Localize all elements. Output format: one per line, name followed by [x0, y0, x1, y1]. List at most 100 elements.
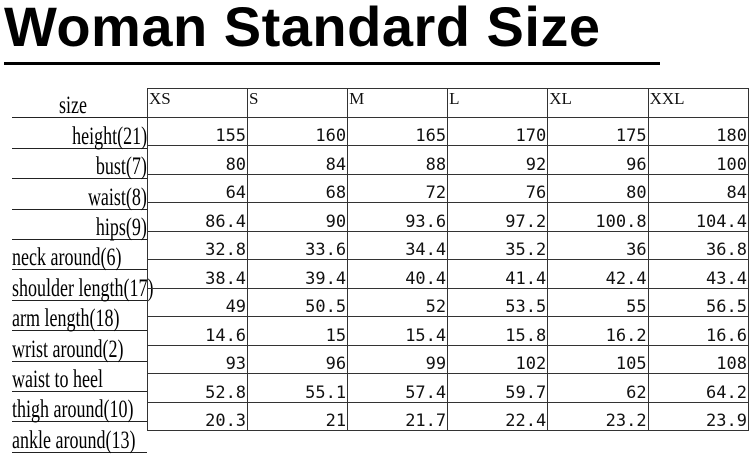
- table-cell: 42.4: [547, 259, 649, 289]
- table-cell: 155: [146, 116, 249, 146]
- table-cell: 86.4: [146, 202, 249, 232]
- size-header: M: [347, 88, 449, 118]
- page-title: Woman Standard Size: [4, 0, 601, 58]
- row-label: hips(9): [12, 210, 147, 241]
- table-cell: 34.4: [347, 230, 449, 260]
- row-label-text: waist to heel: [12, 365, 103, 393]
- title-underline: [4, 62, 660, 65]
- table-cell: 96: [247, 344, 349, 374]
- table-cell: 15: [247, 316, 349, 346]
- row-label-text: wrist around(2): [12, 335, 124, 363]
- table-cell: 88: [347, 145, 449, 175]
- table-cell: 32.8: [146, 230, 249, 260]
- table-cell: 76: [447, 173, 549, 203]
- table-cell: 36: [547, 230, 649, 260]
- table-cell: 59.7: [447, 373, 549, 403]
- size-header: L: [447, 88, 549, 118]
- table-cell: 22.4: [447, 401, 549, 431]
- table-cell: 160: [247, 116, 349, 146]
- row-label: thigh around(10): [12, 392, 147, 424]
- table-cell: 105: [547, 344, 649, 374]
- row-labels: size height(21) bust(7) waist(8) hips(9) neck…: [12, 88, 182, 454]
- row-label: ankle around(13): [12, 422, 147, 454]
- table-cell: 170: [447, 116, 549, 146]
- table-cell: 80: [146, 145, 249, 175]
- table-cell: 64: [146, 173, 249, 203]
- table-cell: 92: [447, 145, 549, 175]
- table-cell: 23.9: [647, 401, 749, 431]
- size-header: XXL: [647, 88, 749, 118]
- table-cell: 97.2: [447, 202, 549, 232]
- header-row: XS S M L XL XXL: [146, 88, 749, 118]
- table-row: 86.4 90 93.6 97.2 100.8 104.4: [146, 202, 749, 232]
- row-label-text: arm length(18): [12, 305, 120, 333]
- row-label-text: thigh around(10): [12, 396, 134, 424]
- table-cell: 99: [347, 344, 449, 374]
- table-cell: 49: [146, 287, 249, 317]
- corner-label: size: [59, 92, 87, 120]
- table-cell: 52: [347, 287, 449, 317]
- table-cell: 84: [647, 173, 749, 203]
- table-cell: 21: [247, 401, 349, 431]
- table-cell: 15.4: [347, 316, 449, 346]
- row-label-text: hips(9): [96, 213, 147, 241]
- table-cell: 55.1: [247, 373, 349, 403]
- size-table: XS S M L XL XXL 155 160 165 170 175 180 80 84 88 92 96 10…: [146, 88, 749, 431]
- table-row: 64 68 72 76 80 84: [146, 173, 749, 203]
- row-label: height(21): [12, 118, 147, 150]
- table-cell: 72: [347, 173, 449, 203]
- table-cell: 20.3: [146, 401, 249, 431]
- table-cell: 16.6: [647, 316, 749, 346]
- table-cell: 55: [547, 287, 649, 317]
- table-cell: 100.8: [547, 202, 649, 232]
- table-row: 38.4 39.4 40.4 41.4 42.4 43.4: [146, 259, 749, 289]
- table-cell: 39.4: [247, 259, 349, 289]
- table-cell: 84: [247, 145, 349, 175]
- table-cell: 180: [647, 116, 749, 146]
- row-label: neck around(6): [12, 240, 147, 272]
- row-label-text: height(21): [72, 122, 147, 150]
- table-cell: 56.5: [647, 287, 749, 317]
- table-cell: 52.8: [146, 373, 249, 403]
- table-cell: 175: [547, 116, 649, 146]
- table-cell: 40.4: [347, 259, 449, 289]
- table-cell: 102: [447, 344, 549, 374]
- table-cell: 108: [647, 344, 749, 374]
- table-cell: 96: [547, 145, 649, 175]
- table-cell: 53.5: [447, 287, 549, 317]
- row-label-text: ankle around(13): [12, 426, 136, 454]
- table-cell: 33.6: [247, 230, 349, 260]
- size-header-label: size: [12, 88, 147, 120]
- row-label: wrist around(2): [12, 331, 147, 363]
- size-header: XS: [146, 88, 249, 118]
- row-label-text: neck around(6): [12, 244, 122, 272]
- table-cell: 93.6: [347, 202, 449, 232]
- table-row: 49 50.5 52 53.5 55 56.5: [146, 287, 749, 317]
- row-label: waist(8): [12, 179, 147, 211]
- table-row: 32.8 33.6 34.4 35.2 36 36.8: [146, 230, 749, 260]
- row-label: bust(7): [12, 149, 147, 180]
- row-label: arm length(18): [12, 301, 147, 333]
- table-cell: 35.2: [447, 230, 549, 260]
- table-row: 14.6 15 15.4 15.8 16.2 16.6: [146, 316, 749, 346]
- size-header: XL: [547, 88, 649, 118]
- table-cell: 38.4: [146, 259, 249, 289]
- table-cell: 64.2: [647, 373, 749, 403]
- table-cell: 93: [146, 344, 249, 374]
- table-cell: 43.4: [647, 259, 749, 289]
- table-row: 20.3 21 21.7 22.4 23.2 23.9: [146, 401, 749, 431]
- table-cell: 15.8: [447, 316, 549, 346]
- table-cell: 68: [247, 173, 349, 203]
- table-cell: 80: [547, 173, 649, 203]
- table-cell: 14.6: [146, 316, 249, 346]
- row-label-text: waist(8): [88, 183, 147, 211]
- table-cell: 100: [647, 145, 749, 175]
- table-cell: 165: [347, 116, 449, 146]
- table-cell: 16.2: [547, 316, 649, 346]
- size-header: S: [247, 88, 349, 118]
- table-row: 52.8 55.1 57.4 59.7 62 64.2: [146, 373, 749, 403]
- table-row: 80 84 88 92 96 100: [146, 145, 749, 175]
- table-cell: 36.8: [647, 230, 749, 260]
- table-cell: 90: [247, 202, 349, 232]
- table-row: 155 160 165 170 175 180: [146, 116, 749, 146]
